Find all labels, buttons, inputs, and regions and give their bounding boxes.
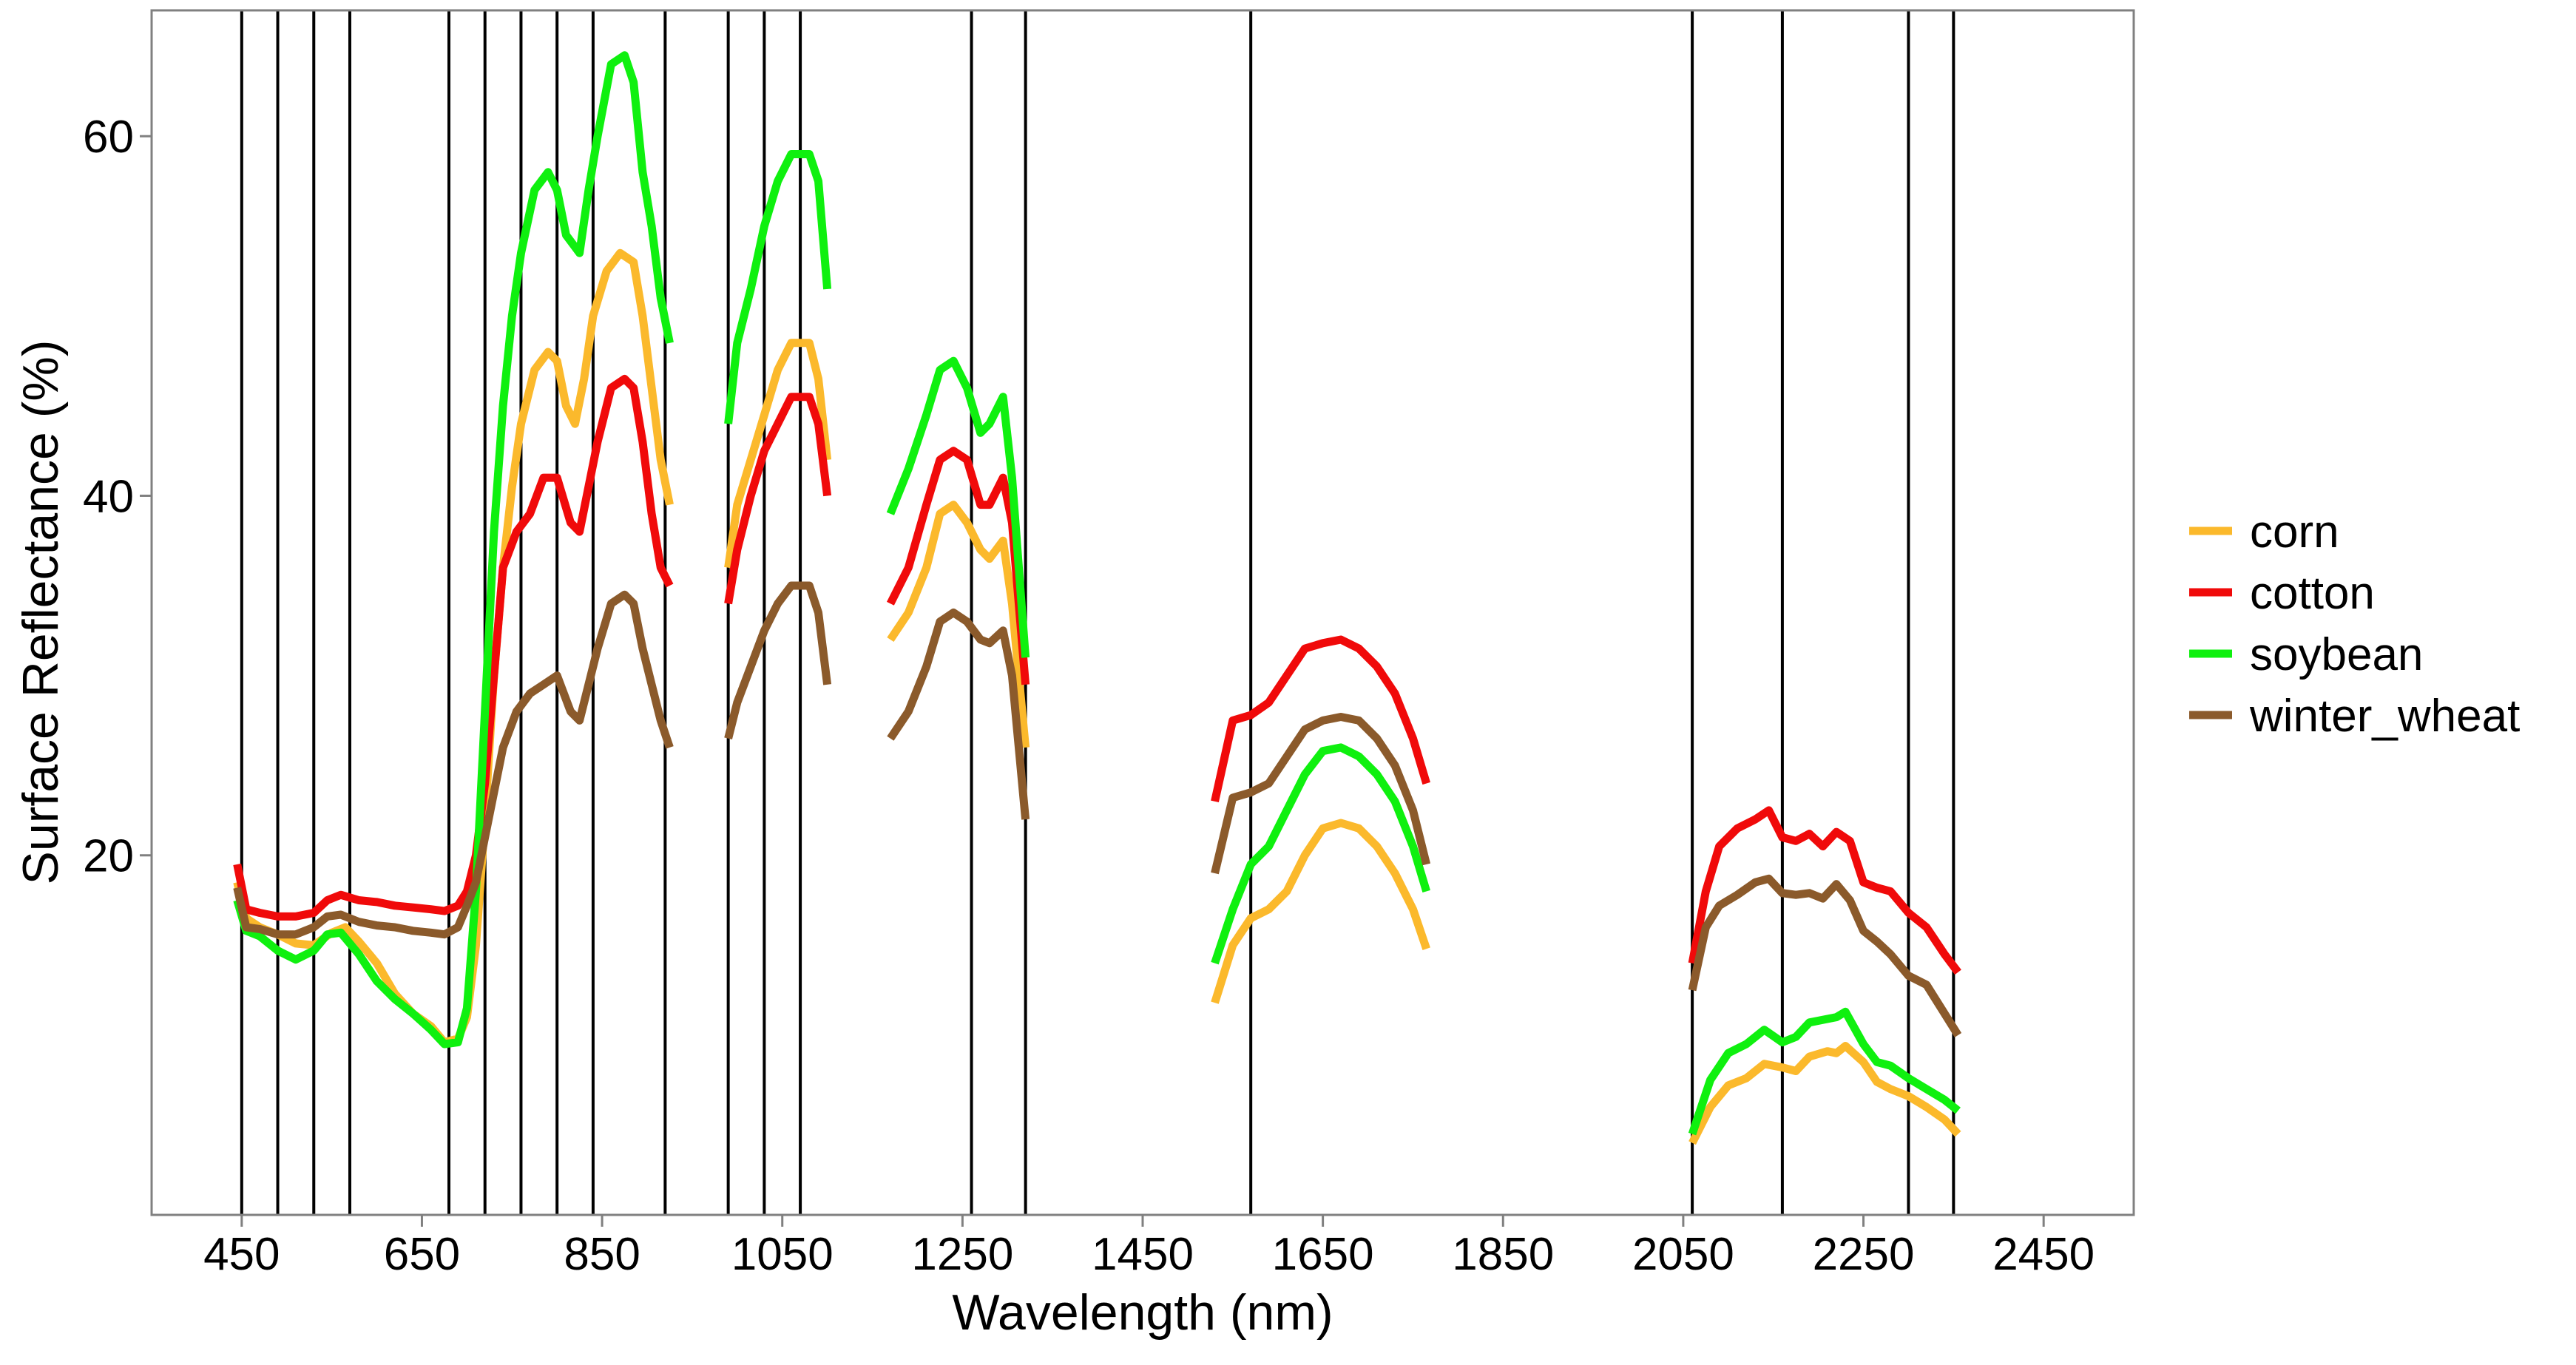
x-tick-label: 2250	[1813, 1229, 1915, 1280]
series-line-soybean	[724, 150, 832, 424]
y-axis-title: Surface Reflectance (%)	[13, 340, 69, 885]
series-line-corn	[1688, 1042, 1961, 1145]
legend-label-soybean: soybean	[2250, 629, 2423, 680]
series-line-winter-wheat	[724, 581, 832, 740]
x-tick-label: 1050	[731, 1229, 834, 1280]
legend: corn cotton soybean winter_wheat	[2189, 507, 2520, 742]
y-tick-label: 20	[83, 831, 134, 882]
x-tick-label: 850	[564, 1229, 640, 1280]
y-tick-label: 40	[83, 471, 134, 522]
series-line-cotton	[886, 447, 1030, 685]
x-tick-label: 1850	[1452, 1229, 1554, 1280]
legend-label-corn: corn	[2250, 507, 2339, 558]
x-tick-label: 1650	[1272, 1229, 1374, 1280]
series-lines	[233, 51, 1962, 1145]
x-tick-label: 2050	[1632, 1229, 1734, 1280]
x-axis-title: Wavelength (nm)	[952, 1284, 1333, 1341]
series-line-winter-wheat	[1211, 713, 1431, 875]
y-axis: 20 40 60	[83, 112, 152, 882]
series-line-cotton	[1211, 635, 1430, 802]
series-line-corn	[887, 501, 1030, 748]
series-line-corn	[1211, 819, 1430, 1004]
x-tick-label: 1250	[911, 1229, 1013, 1280]
series-line-soybean	[886, 356, 1030, 658]
x-tick-label: 1450	[1092, 1229, 1194, 1280]
x-tick-label: 450	[203, 1229, 280, 1280]
legend-label-winter-wheat: winter_wheat	[2249, 691, 2520, 742]
series-line-winter-wheat	[887, 609, 1030, 820]
x-tick-label: 2450	[1992, 1229, 2095, 1280]
series-line-cotton	[724, 393, 832, 605]
series-line-cotton	[1688, 806, 1961, 975]
legend-label-cotton: cotton	[2250, 568, 2375, 619]
plot-background	[152, 10, 2134, 1215]
series-line-winter-wheat	[233, 590, 674, 939]
x-tick-label: 650	[384, 1229, 460, 1280]
series-line-soybean	[233, 51, 674, 1049]
series-line-soybean	[1688, 1007, 1961, 1136]
series-line-winter-wheat	[1688, 874, 1962, 1037]
y-tick-label: 60	[83, 112, 134, 163]
series-line-corn	[724, 339, 832, 569]
series-line-soybean	[1211, 743, 1430, 965]
x-axis: 450 650 850 1050 1250 1450 1650 1850 2050 2250 245…	[203, 1215, 2095, 1280]
